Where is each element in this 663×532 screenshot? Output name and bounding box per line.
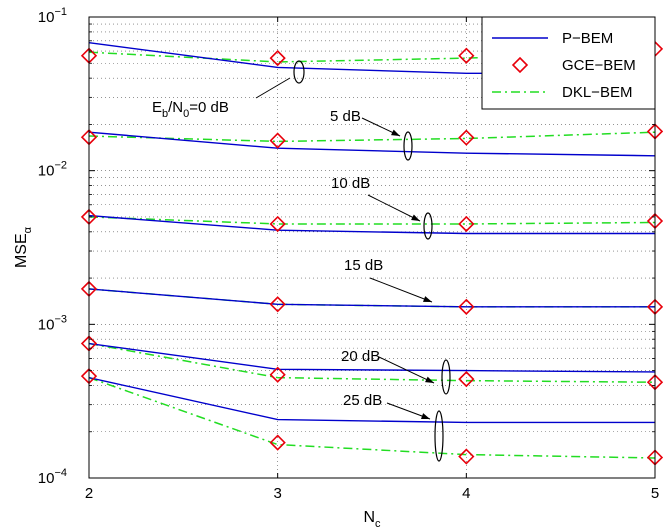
ticks: 2 3 4 5 10−1 10−2 10−3 10−4 (38, 6, 659, 502)
annotation-label: 15 dB (344, 257, 383, 274)
p-bem-line (88, 214, 655, 235)
annotation-label: 5 dB (330, 108, 361, 125)
annotation-label: 10 dB (331, 175, 370, 192)
x-tick-label: 3 (273, 485, 281, 502)
legend-box (481, 16, 656, 110)
legend-label: DKL−BEM (562, 84, 632, 101)
gce-bem-marker (269, 366, 286, 383)
y-tick-label: 10−4 (38, 467, 67, 487)
annotation-arrowhead (425, 376, 434, 383)
legend-label: GCE−BEM (562, 57, 636, 74)
dkl-bem-line (88, 288, 655, 308)
annotation-arrow (378, 356, 435, 384)
annotation-ellipse (434, 410, 444, 462)
x-axis-label: Nc (363, 509, 381, 530)
gce-bem-marker (458, 215, 475, 233)
gce-bem-marker (458, 370, 475, 388)
annotation-arrow (369, 277, 433, 303)
gce-bem-marker (458, 448, 475, 465)
annotation-ellipse (441, 359, 451, 395)
y-tick-label: 10−3 (38, 313, 67, 333)
annotations: Eb/N0=0 dB 5 dB 10 dB 15 dB 20 dB 25 dB (152, 60, 451, 462)
snr-group (80, 208, 663, 235)
gce-bem-marker (269, 296, 286, 313)
y-tick-label: 10−1 (38, 6, 67, 26)
legend-item: P−BEM (492, 30, 613, 47)
annotation-arrow (255, 77, 291, 99)
legend-swatch-marker (511, 56, 529, 74)
legend-label: P−BEM (562, 30, 613, 47)
annotation-ellipse (293, 60, 305, 84)
legend-item: DKL−BEM (492, 84, 632, 101)
gce-bem-marker (458, 47, 475, 64)
x-tick-label: 4 (462, 485, 470, 502)
annotation-arrowhead (421, 413, 430, 419)
annotation-ellipse (423, 212, 433, 240)
annotation-arrowhead (423, 296, 432, 302)
gce-bem-marker (269, 215, 286, 233)
annotation-label: Eb/N0=0 dB (152, 99, 229, 120)
dkl-bem-line (88, 376, 656, 459)
annotation-label: 20 dB (341, 348, 380, 365)
x-tick-label: 2 (85, 485, 93, 502)
p-bem-line (88, 131, 656, 157)
legend: P−BEM GCE−BEM DKL−BEM (481, 16, 656, 110)
snr-group (80, 280, 663, 315)
dkl-bem-line (88, 216, 656, 225)
gce-bem-marker (458, 129, 475, 146)
gce-bem-marker (269, 132, 286, 149)
gce-bem-marker (458, 298, 475, 315)
p-bem-line (88, 342, 656, 373)
p-bem-line (88, 288, 655, 308)
p-bem-line (88, 376, 655, 424)
y-tick-label: 10−2 (38, 160, 67, 180)
annotation-label: 25 dB (343, 392, 382, 409)
y-axis-label: MSEα (13, 226, 34, 268)
annotation-arrow (367, 194, 421, 222)
gce-bem-marker (269, 434, 286, 451)
dkl-bem-line (88, 342, 656, 383)
snr-group (80, 123, 663, 157)
annotation-arrowhead (391, 129, 400, 136)
grid (89, 17, 655, 478)
annotation-arrowhead (411, 214, 420, 221)
legend-item: GCE−BEM (511, 56, 636, 74)
snr-group (80, 368, 663, 466)
plot-frame (88, 16, 656, 479)
annotation-ellipse (403, 131, 413, 161)
gce-bem-marker (269, 49, 286, 67)
x-tick-label: 5 (651, 485, 659, 502)
